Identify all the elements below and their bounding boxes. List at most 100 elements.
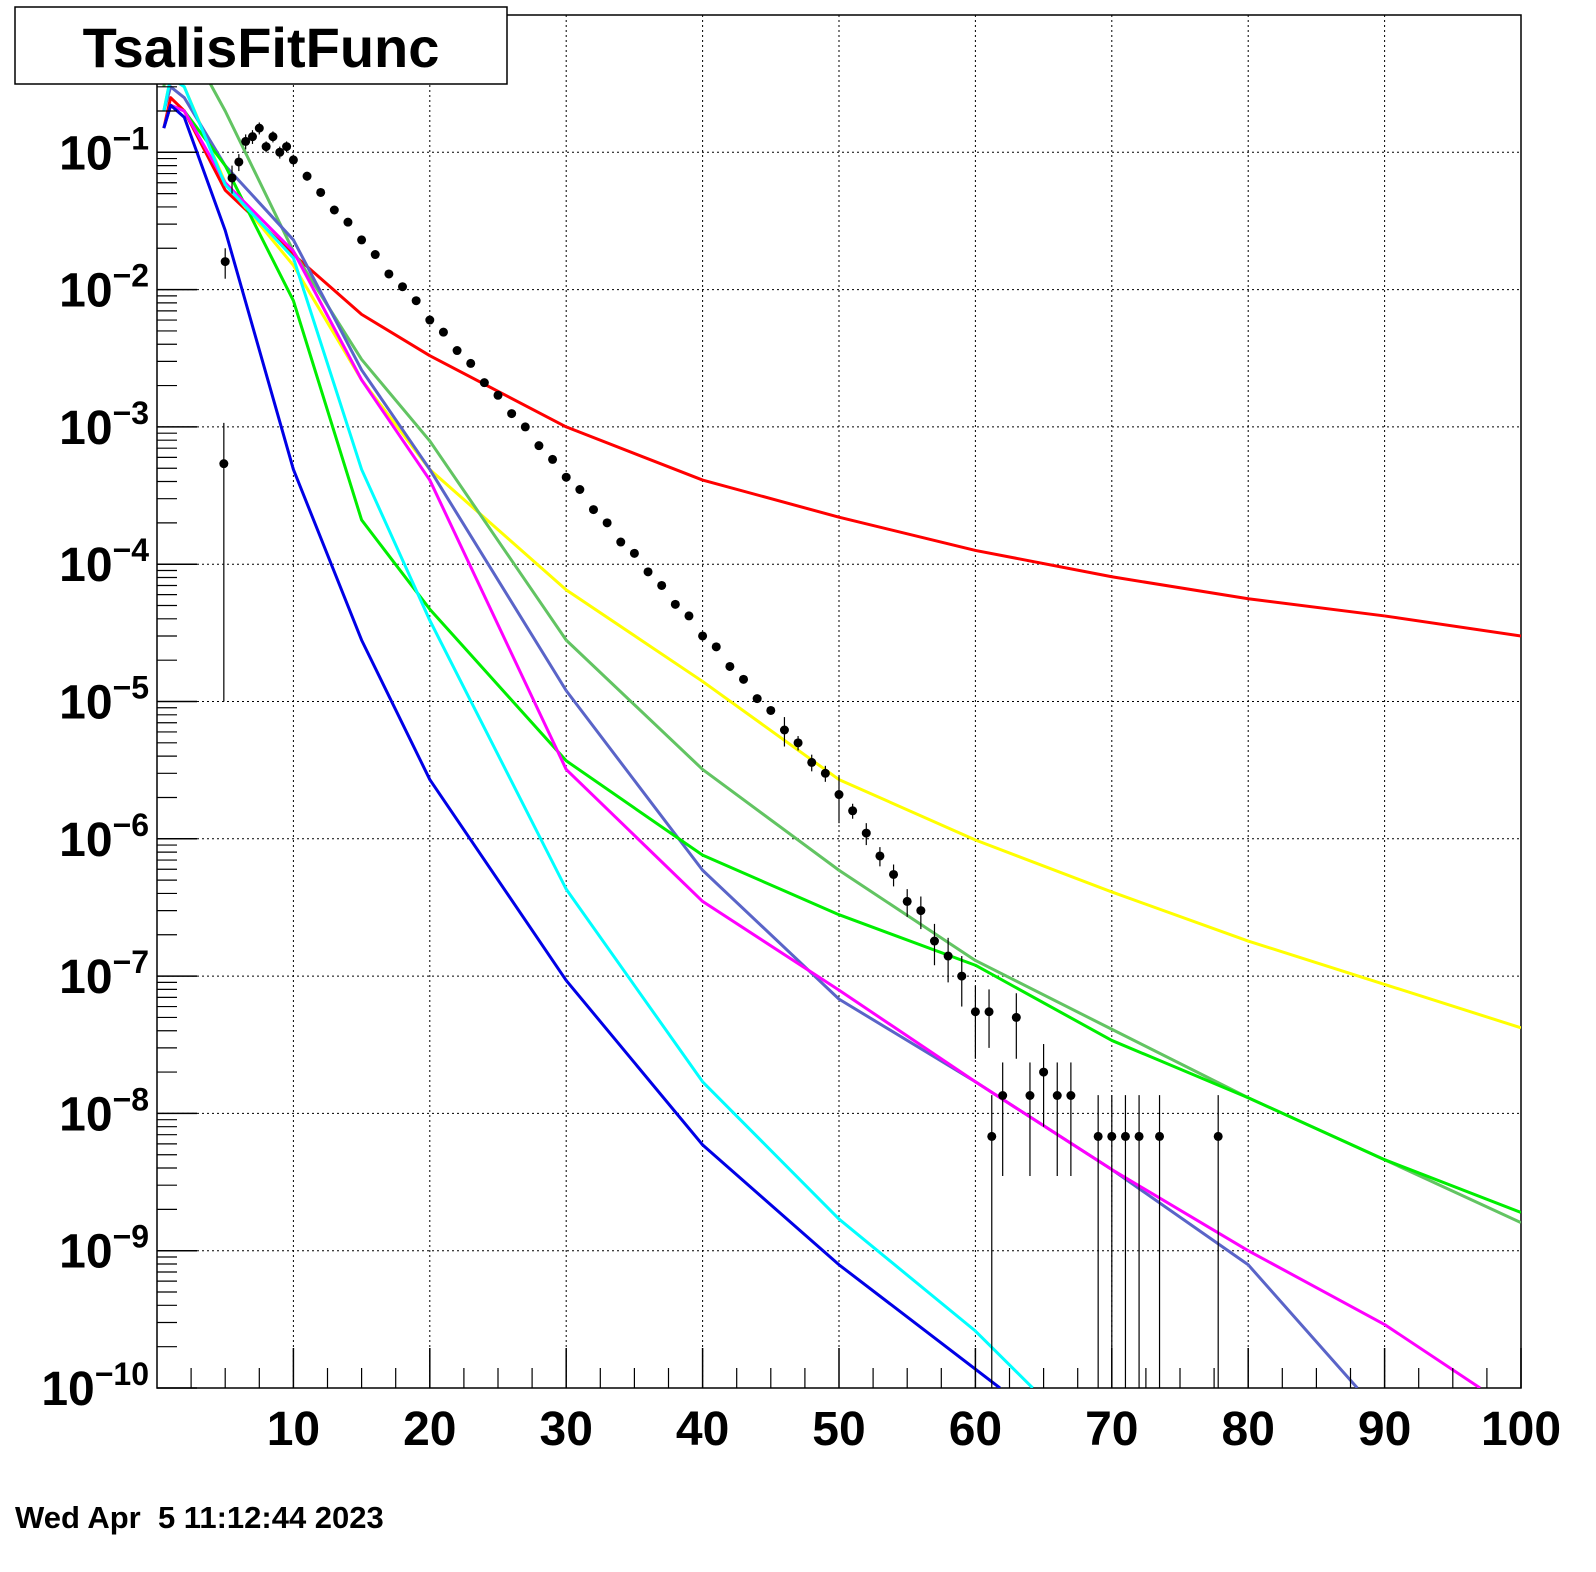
data-point — [1093, 1131, 1103, 1141]
data-point — [425, 315, 435, 325]
data-point — [929, 936, 939, 946]
data-point — [357, 235, 367, 245]
data-point — [998, 1091, 1008, 1101]
fit-curve — [162, 103, 1001, 1388]
data-point — [616, 537, 626, 547]
data-point — [370, 250, 380, 260]
y-tick-label: 10−1 — [59, 120, 149, 180]
fit-curve — [162, 103, 1521, 1214]
data-point — [1134, 1131, 1144, 1141]
x-tick-label: 90 — [1358, 1403, 1411, 1456]
fit-curve — [162, 103, 1481, 1388]
chart-title: TsalisFitFunc — [83, 16, 440, 79]
data-point — [466, 358, 476, 368]
data-point — [916, 906, 926, 916]
data-point — [793, 738, 803, 748]
data-point — [1011, 1012, 1021, 1022]
data-point — [452, 346, 462, 356]
y-tick-label: 10−10 — [41, 1356, 149, 1416]
data-point — [684, 611, 694, 621]
x-tick-label: 50 — [812, 1403, 865, 1456]
y-tick-label: 10−7 — [59, 944, 149, 1004]
y-tick-label: 10−2 — [59, 258, 149, 318]
data-point — [987, 1131, 997, 1141]
data-point — [288, 155, 298, 165]
date-stamp: Wed Apr 5 11:12:44 2023 — [15, 1500, 384, 1535]
y-tick-label: 10−5 — [59, 670, 149, 730]
data-point — [1155, 1131, 1165, 1141]
y-tick-label: 10−4 — [59, 532, 149, 592]
data-point — [343, 217, 353, 227]
data-point — [329, 205, 339, 215]
data-point — [534, 441, 544, 451]
data-point — [282, 142, 292, 152]
y-tick-label: 10−8 — [59, 1081, 149, 1141]
data-point — [234, 157, 244, 167]
data-point — [807, 757, 817, 767]
x-tick-label: 30 — [540, 1403, 593, 1456]
data-point — [575, 484, 585, 494]
data-point — [1120, 1131, 1130, 1141]
data-point — [1213, 1131, 1223, 1141]
x-tick-label: 60 — [949, 1403, 1002, 1456]
data-point — [875, 851, 885, 861]
y-tick-label: 10−3 — [59, 395, 149, 455]
axes: 10 20 30 40 50 60 70 80 90 100 10−1 10−2 10−3 10−4 10−… — [41, 20, 1561, 1456]
x-tick-label: 20 — [403, 1403, 456, 1456]
data-point — [1025, 1091, 1035, 1101]
data-point — [302, 171, 312, 181]
data-point — [268, 132, 278, 142]
data-point — [479, 378, 489, 388]
data-point — [779, 725, 789, 735]
data-point — [670, 599, 680, 609]
y-tick-label: 10−9 — [59, 1219, 149, 1279]
data-point — [247, 132, 257, 142]
data-point — [889, 869, 899, 879]
data-point — [241, 136, 251, 146]
data-point — [725, 661, 735, 671]
x-tick-label: 70 — [1085, 1403, 1138, 1456]
data-point — [438, 327, 448, 337]
data-point — [254, 123, 264, 133]
data-point — [1107, 1131, 1117, 1141]
data-point — [861, 828, 871, 838]
data-point — [739, 674, 749, 684]
data-point — [970, 1007, 980, 1017]
data-point — [520, 422, 530, 432]
data-point — [629, 548, 639, 558]
data-point — [261, 142, 271, 152]
data-point — [275, 147, 285, 157]
data-point — [902, 896, 912, 906]
data-point — [561, 472, 571, 482]
data-point — [957, 971, 967, 981]
data-point — [752, 694, 762, 704]
data-point — [602, 518, 612, 528]
x-tick-label: 10 — [267, 1403, 320, 1456]
data-point — [493, 390, 503, 400]
y-tick-label: 10−6 — [59, 807, 149, 867]
data-point — [711, 642, 721, 652]
x-tick-label: 100 — [1481, 1403, 1561, 1456]
x-tick-label: 40 — [676, 1403, 729, 1456]
data-point — [834, 790, 844, 800]
data-point — [820, 768, 830, 778]
data-point — [766, 705, 776, 715]
data-point — [411, 296, 421, 306]
fit-curve — [162, 76, 1034, 1388]
x-tick-label: 80 — [1222, 1403, 1275, 1456]
title-box — [14, 6, 508, 85]
data-point — [643, 567, 653, 577]
data-point — [227, 173, 237, 183]
data-point — [698, 631, 708, 641]
data-point — [943, 951, 953, 961]
data-points — [219, 122, 1223, 1388]
data-point — [507, 409, 517, 419]
data-point — [1039, 1067, 1049, 1077]
data-point — [984, 1007, 994, 1017]
data-point — [1052, 1091, 1062, 1101]
data-point — [384, 269, 394, 279]
data-point — [848, 806, 858, 816]
data-point — [316, 187, 326, 197]
data-point — [548, 454, 558, 464]
